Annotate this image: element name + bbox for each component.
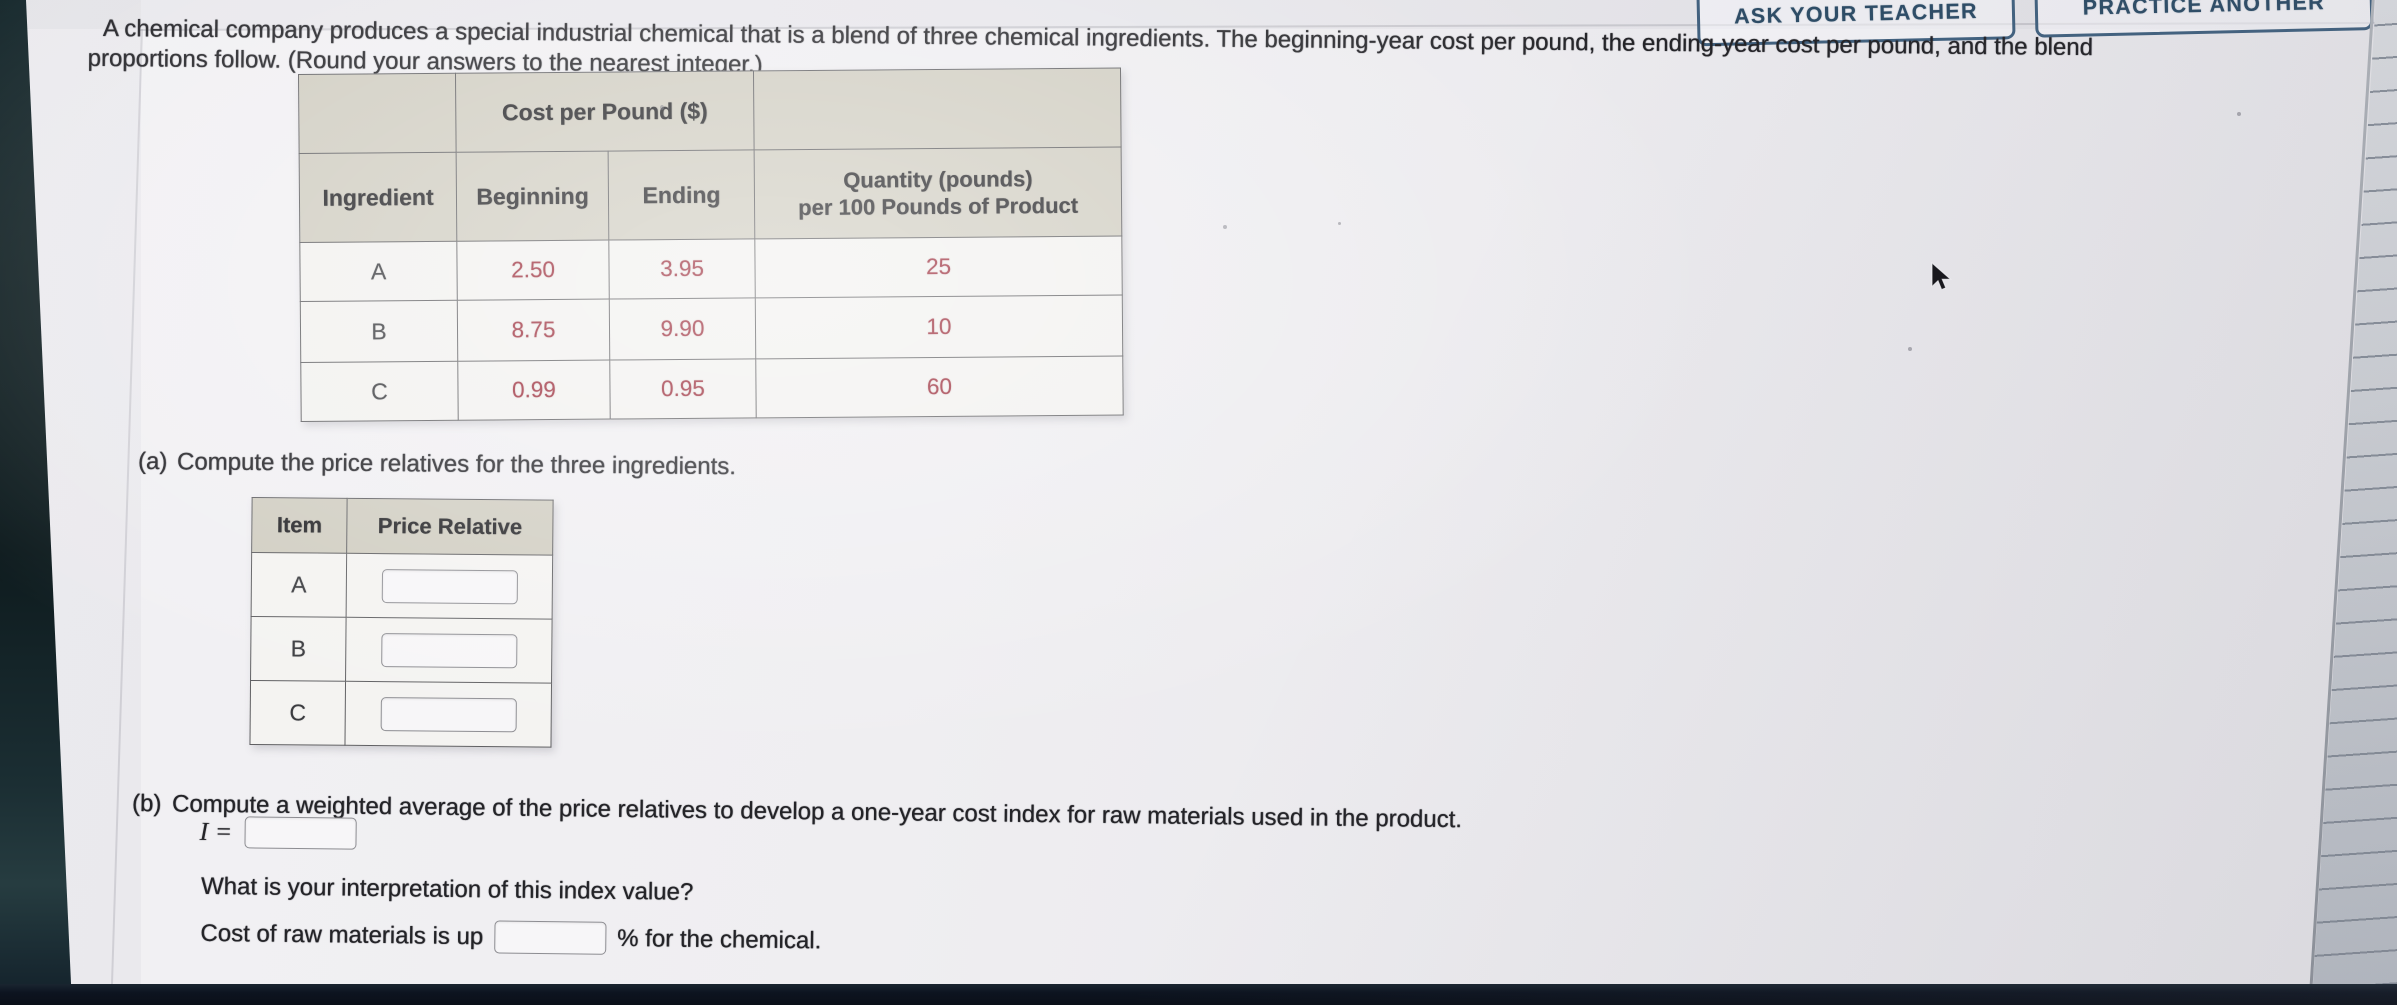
- price-relative-input-b[interactable]: [380, 632, 517, 668]
- price-relative-input-c[interactable]: [380, 696, 517, 732]
- dark-bottom-edge: [0, 984, 2397, 1005]
- quantity-header-line2: per 100 Pounds of Product: [797, 192, 1079, 221]
- price-relative-column-header: Price Relative: [346, 498, 554, 556]
- quantity-b-cell: 10: [755, 295, 1123, 359]
- quantity-header-line1: Quantity (pounds): [843, 166, 1033, 193]
- part-a-prompt: Compute the price relatives for the thre…: [176, 448, 737, 481]
- ending-c-cell: 0.95: [609, 358, 757, 420]
- price-relative-table: Item Price Relative A B C: [249, 496, 554, 748]
- ingredients-table: Cost per Pound ($) Ingredient Beginning …: [298, 67, 1124, 422]
- ending-column-header: Ending: [608, 149, 755, 241]
- beginning-c-cell: 0.99: [457, 360, 611, 421]
- ingredient-b-cell: B: [300, 300, 458, 363]
- table-row: B: [250, 616, 553, 684]
- dust-speck: [1908, 347, 1912, 351]
- table-row: C 0.99 0.95 60: [300, 356, 1124, 422]
- dust-speck: [2237, 112, 2241, 116]
- dust-speck: [660, 105, 664, 110]
- price-relative-input-a[interactable]: [381, 568, 518, 604]
- ingredient-a-cell: A: [299, 241, 458, 302]
- item-b-cell: B: [250, 616, 347, 682]
- ingredients-table-wrap: Cost per Pound ($) Ingredient Beginning …: [298, 67, 1124, 422]
- price-relative-b-cell: [345, 617, 553, 684]
- cost-per-pound-group-header: Cost per Pound ($): [455, 70, 755, 153]
- part-b-label: (b): [131, 789, 162, 818]
- table-row: A 2.50 3.95 25: [299, 236, 1123, 302]
- index-label: I =: [199, 816, 233, 847]
- beginning-column-header: Beginning: [456, 151, 609, 242]
- ingredient-c-cell: C: [300, 361, 459, 422]
- interpretation-suffix: % for the chemical.: [616, 924, 822, 954]
- interpretation-question: What is your interpretation of this inde…: [200, 872, 694, 906]
- beginning-a-cell: 2.50: [456, 240, 610, 301]
- ingredient-column-header: Ingredient: [299, 152, 457, 243]
- index-input[interactable]: [244, 816, 357, 850]
- table-row: A: [251, 552, 553, 620]
- mouse-cursor-icon: [1930, 261, 1956, 298]
- index-answer-row: I =: [199, 816, 357, 850]
- beginning-b-cell: 8.75: [457, 299, 610, 362]
- table-row: B 8.75 9.90 10: [300, 295, 1123, 363]
- dust-speck: [1338, 222, 1341, 225]
- price-relative-a-cell: [346, 553, 553, 620]
- interpretation-prefix: Cost of raw materials is up: [200, 919, 484, 950]
- item-a-cell: A: [251, 552, 347, 618]
- part-a-label: (a): [137, 447, 168, 476]
- quantity-column-header: Quantity (pounds) per 100 Pounds of Prod…: [754, 147, 1122, 239]
- price-relative-c-cell: [344, 681, 552, 748]
- table-row: C: [249, 680, 552, 748]
- ending-b-cell: 9.90: [609, 297, 756, 361]
- dust-speck: [1223, 225, 1227, 229]
- corner-cell: [298, 73, 457, 154]
- percent-up-input[interactable]: [493, 920, 607, 955]
- quantity-c-cell: 60: [755, 356, 1124, 418]
- item-c-cell: C: [249, 680, 346, 746]
- item-column-header: Item: [251, 497, 348, 554]
- ending-a-cell: 3.95: [608, 238, 756, 300]
- corner-cell: [753, 68, 1122, 150]
- quantity-a-cell: 25: [754, 236, 1123, 298]
